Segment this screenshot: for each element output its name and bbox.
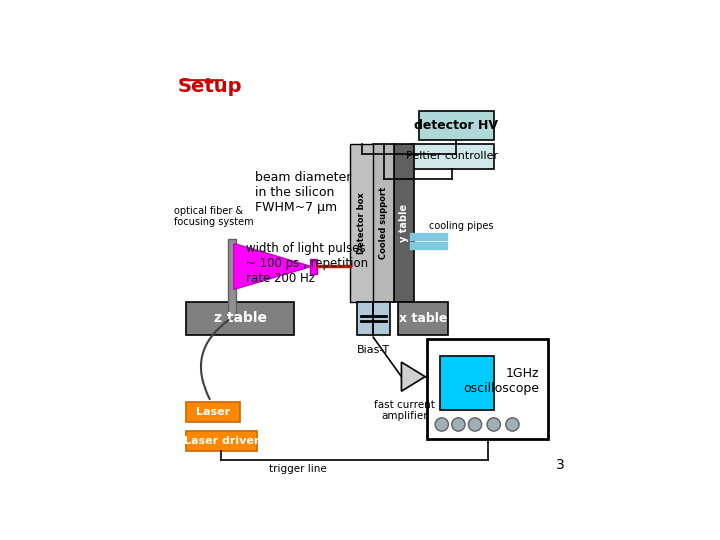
Circle shape: [487, 418, 500, 431]
FancyBboxPatch shape: [373, 144, 394, 302]
Text: Laser driver: Laser driver: [184, 436, 259, 446]
Text: Setup: Setup: [178, 77, 242, 96]
Text: Bias-T: Bias-T: [356, 346, 390, 355]
FancyBboxPatch shape: [419, 111, 494, 140]
Text: x table: x table: [399, 312, 447, 325]
Text: Peltier controller: Peltier controller: [406, 151, 498, 161]
Text: z table: z table: [214, 312, 266, 326]
FancyBboxPatch shape: [398, 302, 448, 335]
Text: fast current
amplifier: fast current amplifier: [374, 400, 435, 421]
FancyBboxPatch shape: [228, 239, 236, 319]
FancyBboxPatch shape: [356, 302, 390, 335]
Text: Cooled support: Cooled support: [379, 187, 388, 259]
FancyBboxPatch shape: [186, 431, 257, 451]
FancyBboxPatch shape: [394, 144, 414, 302]
FancyBboxPatch shape: [351, 144, 373, 302]
Polygon shape: [402, 362, 425, 391]
Text: 3: 3: [556, 458, 564, 472]
FancyBboxPatch shape: [310, 259, 317, 274]
Text: 1GHz
oscilloscope: 1GHz oscilloscope: [464, 367, 539, 395]
Text: optical fiber &
focusing system: optical fiber & focusing system: [174, 206, 253, 227]
Circle shape: [451, 418, 465, 431]
Text: cooling pipes: cooling pipes: [429, 221, 494, 231]
Text: y table: y table: [399, 204, 409, 242]
Text: width of light pulses
~ 100 ps , repetition
rate 200 Hz: width of light pulses ~ 100 ps , repetit…: [246, 241, 369, 285]
Text: Laser: Laser: [196, 407, 230, 417]
Circle shape: [435, 418, 449, 431]
FancyBboxPatch shape: [427, 339, 548, 439]
Text: detector HV: detector HV: [414, 119, 498, 132]
Polygon shape: [234, 244, 311, 289]
FancyBboxPatch shape: [186, 302, 294, 335]
Text: trigger line: trigger line: [269, 464, 327, 474]
FancyBboxPatch shape: [440, 356, 494, 410]
Text: Detector box: Detector box: [357, 192, 366, 254]
Circle shape: [469, 418, 482, 431]
Circle shape: [505, 418, 519, 431]
FancyBboxPatch shape: [186, 402, 240, 422]
FancyBboxPatch shape: [410, 144, 494, 168]
Text: beam diameter
in the silicon
FWHM~7 μm: beam diameter in the silicon FWHM~7 μm: [255, 171, 351, 214]
